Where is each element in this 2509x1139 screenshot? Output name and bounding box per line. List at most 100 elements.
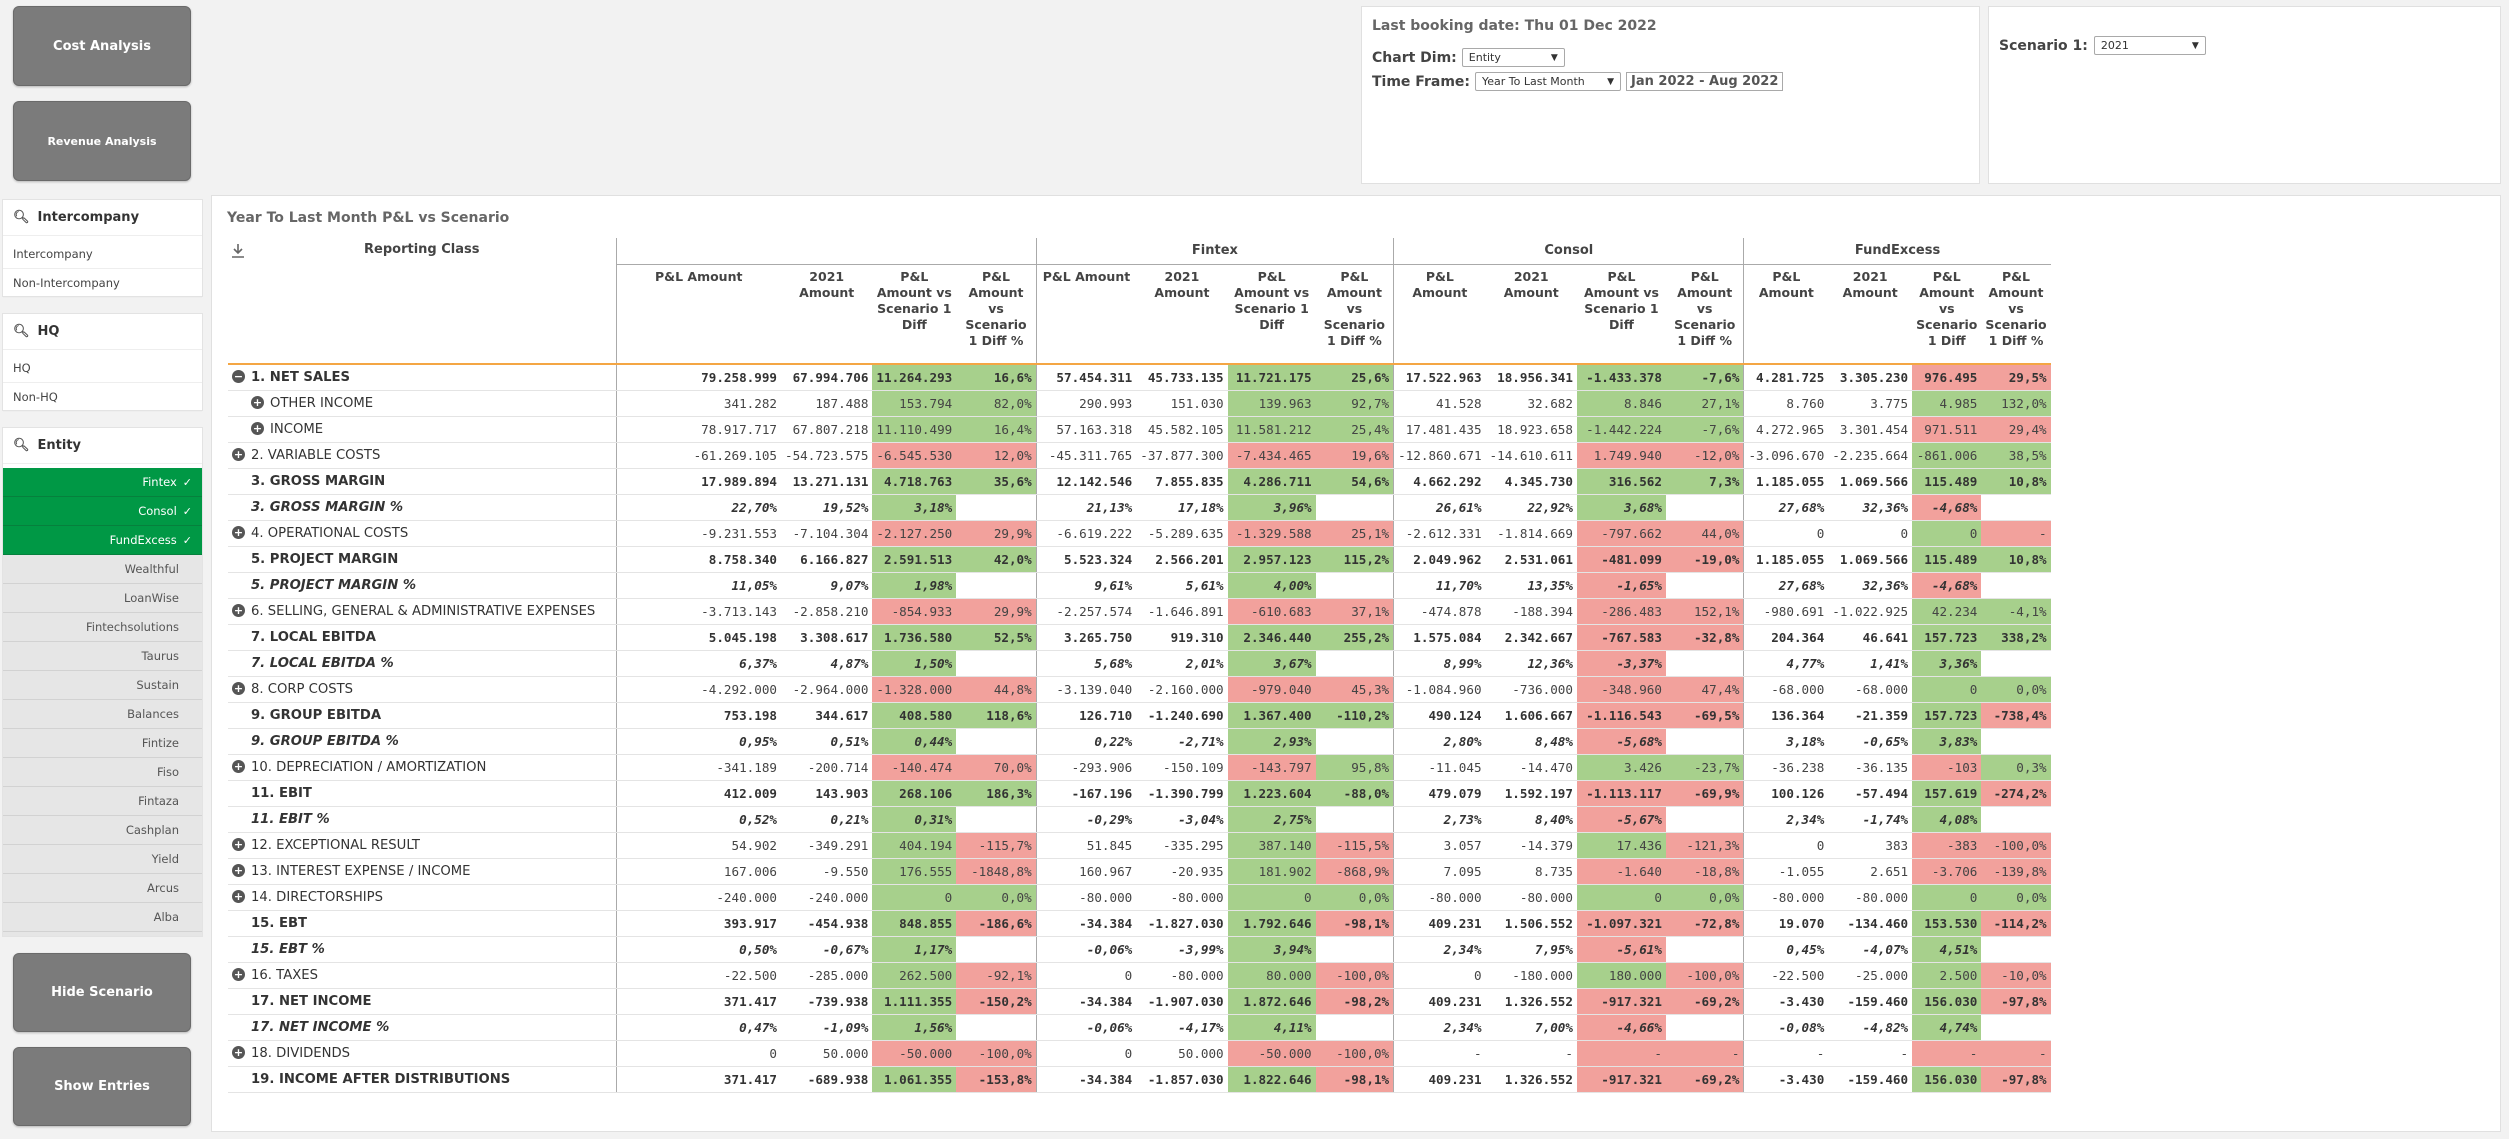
- table-cell: 2.049.962: [1393, 546, 1486, 573]
- expand-icon[interactable]: +: [232, 890, 245, 903]
- entity-item-wealthful[interactable]: Wealthful: [3, 555, 202, 584]
- table-cell: -100,0%: [956, 1040, 1037, 1067]
- table-cell: 45,3%: [1315, 676, 1394, 703]
- table-cell: 753.198: [615, 702, 781, 729]
- expand-icon[interactable]: +: [232, 682, 245, 695]
- table-cell: 118,6%: [956, 702, 1037, 729]
- entity-item-loanwise[interactable]: LoanWise: [3, 584, 202, 613]
- table-cell: -293.906: [1035, 754, 1137, 781]
- table-cell: 3,67%: [1227, 650, 1316, 677]
- entity-item-fintaza[interactable]: Fintaza: [3, 787, 202, 816]
- table-cell: -739.938: [781, 988, 873, 1015]
- table-cell: 3.265.750: [1035, 624, 1137, 651]
- table-cell: 17.522.963: [1393, 363, 1486, 391]
- table-cell: -4.292.000: [615, 676, 781, 703]
- expand-icon[interactable]: +: [232, 526, 245, 539]
- table-cell: 44,8%: [956, 676, 1037, 703]
- collapse-icon[interactable]: −: [232, 370, 245, 384]
- table-cell: [956, 650, 1037, 677]
- expand-icon[interactable]: +: [232, 1046, 245, 1059]
- filter-item-non-intercompany[interactable]: Non-Intercompany: [3, 269, 202, 298]
- expand-icon[interactable]: +: [251, 396, 264, 409]
- expand-icon[interactable]: +: [251, 422, 264, 435]
- entity-item-fintechsolutions[interactable]: Fintechsolutions: [3, 613, 202, 642]
- table-cell: 16,4%: [956, 416, 1037, 443]
- table-cell: [1981, 572, 2051, 599]
- table-cell: 8,99%: [1393, 650, 1486, 677]
- revenue-analysis-button[interactable]: Revenue Analysis: [13, 101, 191, 181]
- expand-icon[interactable]: +: [232, 604, 245, 617]
- download-icon[interactable]: [230, 243, 246, 259]
- table-cell: -4,07%: [1828, 936, 1913, 963]
- table-cell: -286.483: [1576, 598, 1666, 625]
- table-cell: -97,8%: [1981, 988, 2051, 1015]
- table-cell: 50.000: [781, 1040, 873, 1067]
- entity-item-fintize[interactable]: Fintize: [3, 729, 202, 758]
- row-label: 9. GROUP EBITDA %: [228, 728, 616, 755]
- scenario-dropdown[interactable]: 2021 ▼: [2093, 36, 2206, 55]
- column-header: P&L Amount vs Scenario 1 Diff %: [956, 264, 1037, 365]
- hq-filter-header[interactable]: 🔍︎ HQ: [3, 314, 202, 350]
- entity-item-taurus[interactable]: Taurus: [3, 642, 202, 671]
- table-cell: [1665, 806, 1744, 833]
- show-entries-button[interactable]: Show Entries: [13, 1047, 191, 1126]
- table-cell: 11.581.212: [1227, 416, 1316, 443]
- entity-item-balances[interactable]: Balances: [3, 700, 202, 729]
- table-cell: 32,36%: [1828, 494, 1913, 521]
- row-label-text: 16. TAXES: [251, 967, 318, 983]
- table-cell: 78.917.717: [615, 416, 781, 443]
- filter-item-intercompany[interactable]: Intercompany: [3, 240, 202, 269]
- entity-item-alba[interactable]: Alba: [3, 903, 202, 932]
- row-label: 15. EBT: [228, 910, 616, 937]
- entity-item-fintex[interactable]: Fintex ✓: [3, 468, 202, 497]
- cost-analysis-button[interactable]: Cost Analysis: [13, 6, 191, 86]
- table-cell: 46.641: [1828, 624, 1913, 651]
- table-cell: 152,1%: [1665, 598, 1744, 625]
- expand-icon[interactable]: +: [232, 448, 245, 461]
- table-cell: -57.494: [1828, 780, 1913, 807]
- time-frame-dropdown[interactable]: Year To Last Month ▼: [1475, 72, 1622, 91]
- table-cell: 1.185.055: [1743, 468, 1829, 495]
- hide-scenario-button[interactable]: Hide Scenario: [13, 953, 191, 1032]
- table-cell: [1981, 494, 2051, 521]
- scenario-label: Scenario 1:: [1999, 37, 2088, 54]
- table-cell: -140.474: [872, 754, 957, 781]
- expand-icon[interactable]: +: [232, 838, 245, 851]
- filter-item-hq[interactable]: HQ: [3, 354, 202, 383]
- table-cell: 35,6%: [956, 468, 1037, 495]
- table-cell: 1.736.580: [872, 624, 957, 651]
- table-cell: 6,37%: [615, 650, 781, 677]
- entity-item-fiso[interactable]: Fiso: [3, 758, 202, 787]
- table-cell: -767.583: [1576, 624, 1666, 651]
- intercompany-filter-header[interactable]: 🔍︎ Intercompany: [3, 200, 202, 236]
- table-cell: 8.760: [1743, 390, 1829, 417]
- entity-filter: 🔍︎ Entity Fintex ✓ Consol ✓ FundExcess ✓ Wea…: [2, 427, 203, 937]
- table-cell: 2,01%: [1136, 650, 1228, 677]
- entity-item-sustain[interactable]: Sustain: [3, 671, 202, 700]
- entity-item-cashplan[interactable]: Cashplan: [3, 816, 202, 845]
- entity-filter-header[interactable]: 🔍︎ Entity: [3, 428, 202, 464]
- table-cell: -80.000: [1828, 884, 1913, 911]
- table-row: + OTHER INCOME 341.282 187.488 153.794 82,0% 2…: [228, 390, 2051, 417]
- column-header: P&L Amount vs Scenario 1 Diff: [1912, 264, 1982, 365]
- entity-item-fundexcess[interactable]: FundExcess ✓: [3, 526, 202, 555]
- table-cell: 1.792.646: [1227, 910, 1316, 937]
- filter-item-non-hq[interactable]: Non-HQ: [3, 383, 202, 412]
- expand-icon[interactable]: +: [232, 864, 245, 877]
- table-cell: -0,06%: [1035, 936, 1137, 963]
- entity-item-consol[interactable]: Consol ✓: [3, 497, 202, 526]
- table-cell: -80.000: [1136, 962, 1228, 989]
- row-label-text: 13. INTEREST EXPENSE / INCOME: [251, 863, 471, 879]
- table-row: +10. DEPRECIATION / AMORTIZATION -341.189…: [228, 754, 2051, 781]
- table-cell: -3,99%: [1136, 936, 1228, 963]
- expand-icon[interactable]: +: [232, 760, 245, 773]
- row-label-text: 3. GROSS MARGIN: [251, 473, 386, 489]
- table-cell: -98,2%: [1315, 988, 1394, 1015]
- table-cell: 412.009: [615, 780, 781, 807]
- entity-item-arcus[interactable]: Arcus: [3, 874, 202, 903]
- table-cell: 0: [1912, 884, 1982, 911]
- expand-icon[interactable]: +: [232, 968, 245, 981]
- chart-dim-dropdown[interactable]: Entity ▼: [1461, 48, 1565, 67]
- table-cell: 45.733.135: [1136, 363, 1228, 391]
- entity-item-yield[interactable]: Yield: [3, 845, 202, 874]
